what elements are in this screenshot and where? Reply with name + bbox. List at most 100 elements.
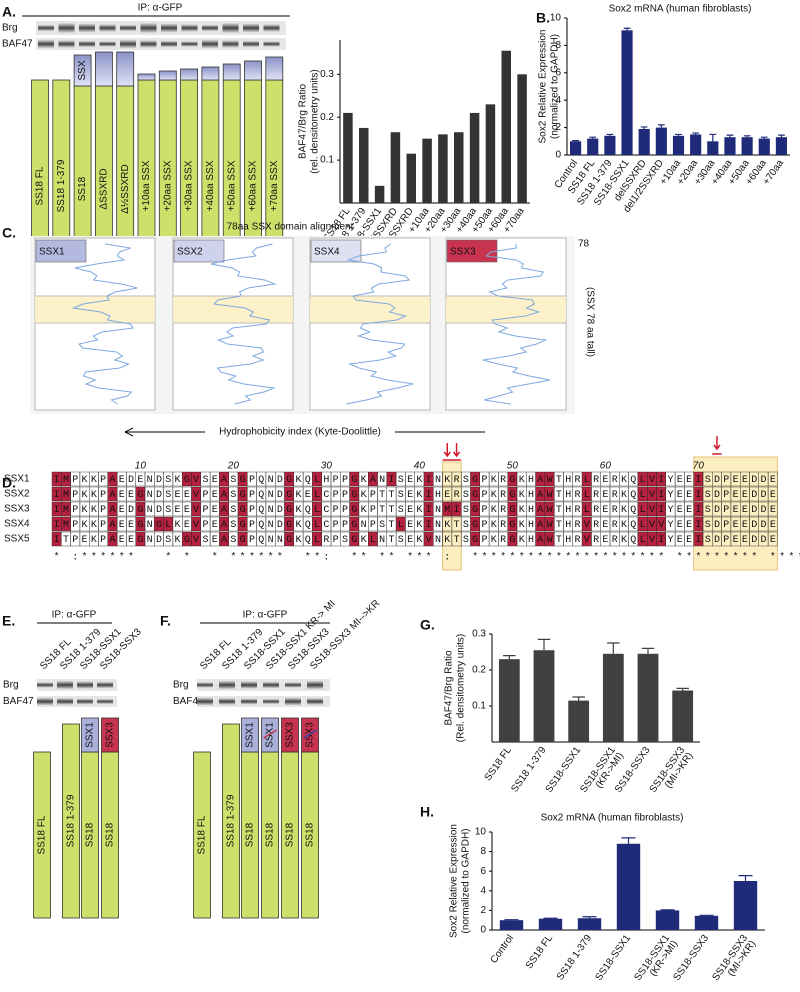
y-axis-label: Sox2 Relative Expression: [449, 824, 460, 938]
blot-label: Brg: [173, 680, 189, 691]
blot-band: [241, 681, 257, 689]
bar: [533, 650, 555, 742]
label-box: [310, 239, 362, 263]
blot-band: [202, 24, 218, 32]
error-bar: [743, 135, 751, 138]
bar: [343, 112, 353, 203]
row-name: SSX5: [4, 534, 30, 545]
bar: [501, 50, 511, 204]
blot-band: [202, 39, 218, 49]
error-bar: [589, 136, 597, 139]
y-tick-label: 2: [480, 905, 486, 916]
error-bar: [778, 134, 785, 138]
blot-band: [97, 699, 113, 704]
blot-band: [161, 23, 177, 33]
ruler-number: 60: [600, 461, 612, 472]
panel-letter: H.: [420, 804, 434, 820]
error-bar: [760, 136, 768, 139]
bar: [517, 74, 527, 203]
bar: [775, 137, 787, 155]
bar: [655, 127, 667, 155]
blot-label: BAF47: [173, 696, 204, 707]
blot-band: [37, 697, 53, 706]
bar: [568, 700, 590, 742]
y-axis-label: (normalized to GAPDH): [461, 828, 472, 933]
ruler-number: 70: [693, 461, 705, 472]
panel-letter: F.: [160, 613, 171, 629]
y-axis-label: (normalized to GAPDH): [550, 34, 561, 139]
bar: [499, 920, 524, 930]
axis-label: Hydrophobicity index (Kyte-Doolittle): [219, 427, 381, 438]
bar: [621, 30, 633, 155]
blot-band: [57, 680, 73, 690]
cap-label: SSX3: [285, 722, 296, 748]
construct-cap: [116, 51, 135, 87]
blot-band: [120, 24, 136, 32]
x-tick-label: SS18 FL: [524, 933, 556, 972]
construct-bar: [62, 723, 80, 919]
error-bar: [582, 916, 597, 919]
construct-cap: [137, 73, 156, 81]
hydrophobicity-curve: [346, 243, 414, 405]
bar: [733, 881, 758, 930]
row-name: SSX3: [4, 504, 30, 515]
y-tick-label: 0.1: [472, 701, 486, 712]
red-arrows: [442, 436, 722, 461]
bar: [707, 141, 719, 155]
blot-band: [140, 40, 157, 48]
error-bar: [676, 687, 689, 691]
plot-frame: [172, 237, 294, 411]
bar: [637, 653, 659, 742]
blot-band: [285, 697, 301, 706]
construct-cap: [281, 717, 299, 753]
panel-letter: D.: [2, 475, 16, 491]
panel-letter: C.: [2, 225, 16, 241]
construct-label: +40aa SSX: [205, 160, 216, 211]
cap-label: SSX3: [105, 722, 116, 748]
bar: [690, 134, 702, 155]
error-bar: [675, 133, 682, 136]
panel-letter: E.: [2, 613, 15, 629]
error-bar: [709, 133, 717, 142]
construct-cap: [95, 51, 113, 87]
blot-band: [263, 699, 279, 704]
x-tick-label: SS18 FL: [483, 745, 515, 784]
construct-label: +20aa SSX: [162, 160, 173, 211]
x-tick-label: SS18 1-379: [555, 933, 595, 983]
construct-label: SS18 1-379: [226, 794, 237, 847]
blot-band: [197, 697, 213, 706]
side-label: (SSX 78 aa tall): [584, 287, 595, 357]
ruler-number: 30: [321, 461, 333, 472]
construct-cap: [201, 66, 220, 81]
bar: [602, 653, 624, 742]
construct-label: SS18 FL: [35, 166, 46, 205]
hydrophobicity-curve: [482, 243, 550, 405]
plot-frame: [445, 237, 567, 411]
construct-label: SS18 FL: [197, 815, 208, 854]
bar: [577, 918, 602, 930]
blot-band: [140, 23, 157, 33]
construct-label: SS18: [85, 822, 96, 847]
x-tick-label: SS18-SSX3: [671, 933, 711, 983]
construct-cap: [244, 60, 262, 81]
ruler-number: 10: [135, 461, 147, 472]
plot-label: SSX4: [314, 247, 340, 258]
construct-cap: [101, 717, 119, 753]
bar: [604, 135, 616, 155]
construct-bar: [33, 751, 51, 919]
blot-band: [219, 698, 235, 705]
y-tick-label: 0: [555, 150, 561, 161]
blot-band: [222, 23, 239, 33]
residue-cell: [767, 486, 778, 502]
ruler-number: 20: [227, 461, 240, 472]
hydrophobicity-curve: [210, 243, 277, 405]
highlight-band: [173, 296, 293, 323]
construct-label: +60aa SSX: [248, 160, 259, 211]
y-tick-label: 0.2: [472, 665, 486, 676]
y-axis-label: (rel. densitometry units): [310, 69, 321, 173]
construct-label: SS18: [77, 176, 88, 201]
blot-band: [58, 23, 75, 33]
panel-letter: B.: [536, 10, 550, 26]
highlight-band: [35, 296, 155, 323]
